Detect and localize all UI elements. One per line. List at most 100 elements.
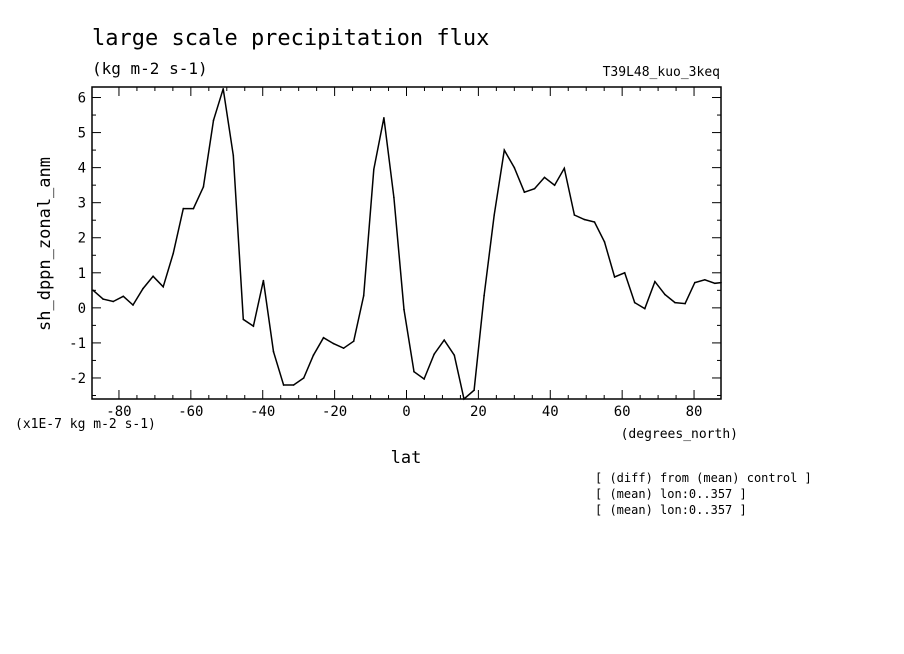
x-tick-label: -80 <box>106 404 131 420</box>
plot-area <box>91 86 722 401</box>
data-point <box>152 275 154 278</box>
data-point <box>553 184 556 186</box>
note-mean-lon-2: [ (mean) lon:0..357 ] <box>595 503 747 517</box>
data-point <box>212 119 215 122</box>
data-point <box>463 398 465 400</box>
data-point <box>633 301 636 304</box>
x-tick-label: -20 <box>322 404 347 420</box>
note-mean-lon-1: [ (mean) lon:0..357 ] <box>595 487 747 501</box>
data-point <box>102 298 104 300</box>
data-point <box>453 354 456 357</box>
data-point <box>342 347 345 350</box>
data-point <box>242 318 245 321</box>
y-tick-label: 0 <box>78 301 86 317</box>
data-point <box>603 241 606 243</box>
data-point <box>292 384 295 386</box>
x-tick-label: 40 <box>542 404 559 420</box>
data-point <box>413 370 415 373</box>
data-point <box>573 214 576 216</box>
data-point <box>503 149 506 151</box>
data-points <box>92 88 722 400</box>
data-point <box>383 117 385 119</box>
data-point <box>583 218 586 221</box>
data-point <box>362 294 365 297</box>
y-axis-units: (x1E-7 kg m-2 s-1) <box>15 417 156 432</box>
y-tick-label: 3 <box>78 196 86 212</box>
data-point <box>282 384 285 386</box>
x-tick-label: -40 <box>250 404 275 420</box>
data-point <box>232 154 235 157</box>
data-point <box>684 302 686 305</box>
y-tick-labels: -2 -1 0 1 2 3 4 5 6 <box>69 91 86 387</box>
data-point <box>202 186 205 188</box>
y-tick-label: -1 <box>69 336 86 352</box>
data-point <box>162 286 164 288</box>
y-axis-label: sh_dppn_zonal_anm <box>35 157 55 331</box>
data-point <box>172 252 174 255</box>
data-point <box>714 282 716 285</box>
data-point <box>252 325 255 327</box>
data-point <box>332 342 335 345</box>
x-axis-units: (degrees_north) <box>621 427 738 442</box>
data-point <box>720 281 722 284</box>
y-tick-label: 6 <box>78 91 86 107</box>
data-point <box>654 280 656 283</box>
chart-subtitle-units: (kg m-2 s-1) <box>92 59 208 78</box>
data-point <box>613 276 616 278</box>
x-axis-ticks <box>118 87 695 399</box>
y-tick-label: 1 <box>78 266 86 282</box>
data-point <box>403 308 405 311</box>
data-point <box>112 300 114 303</box>
note-diff: [ (diff) from (mean) control ] <box>595 471 812 485</box>
data-point <box>122 295 125 298</box>
data-point <box>443 339 446 341</box>
y-axis-ticks <box>92 97 721 396</box>
data-point <box>312 354 315 357</box>
y-tick-label: 2 <box>78 231 86 247</box>
data-point <box>302 377 305 379</box>
data-point <box>483 294 485 297</box>
data-point <box>393 196 395 199</box>
y-tick-label: 5 <box>78 126 86 142</box>
plot-frame <box>91 86 722 400</box>
data-point <box>92 289 94 292</box>
chart-title: large scale precipitation flux <box>92 26 489 51</box>
data-point <box>192 207 195 210</box>
data-point <box>644 307 646 310</box>
data-point <box>513 166 516 169</box>
data-point <box>523 191 526 193</box>
data-point <box>664 293 666 296</box>
data-point <box>694 281 696 284</box>
data-point <box>543 176 546 179</box>
data-point <box>222 88 224 90</box>
data-point <box>322 336 325 339</box>
x-tick-label: 80 <box>686 404 703 420</box>
data-point <box>423 378 425 380</box>
data-point <box>433 353 436 355</box>
data-point <box>262 279 265 282</box>
data-point <box>493 214 496 216</box>
x-axis-label: lat <box>391 448 422 468</box>
x-tick-label: 20 <box>470 404 487 420</box>
series-line <box>92 88 722 401</box>
data-point <box>132 304 134 306</box>
data-point <box>473 389 475 392</box>
data-point <box>623 272 626 274</box>
run-label: T39L48_kuo_3keq <box>603 65 720 80</box>
data-point <box>373 168 375 171</box>
data-point <box>674 301 676 304</box>
data-point <box>533 187 536 190</box>
data-point <box>704 279 706 281</box>
data-point <box>272 350 275 353</box>
data-point <box>563 167 566 170</box>
data-point <box>352 340 355 343</box>
x-tick-label: 0 <box>402 404 410 420</box>
data-point <box>142 287 144 290</box>
data-point <box>593 221 596 223</box>
y-tick-label: 4 <box>78 161 86 177</box>
x-tick-label: -60 <box>178 404 203 420</box>
y-tick-label: -2 <box>69 371 86 387</box>
data-point <box>182 207 185 210</box>
x-tick-label: 60 <box>614 404 631 420</box>
